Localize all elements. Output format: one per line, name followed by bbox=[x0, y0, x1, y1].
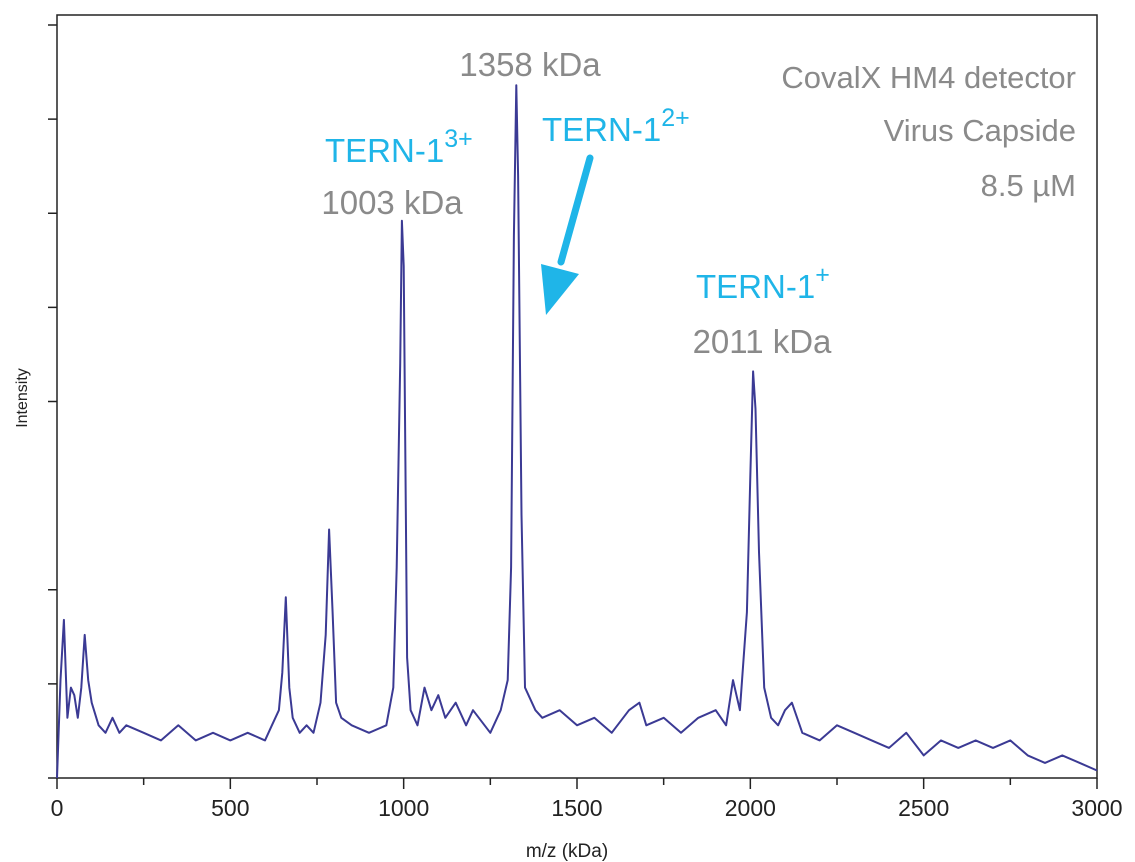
species-label-3plus: TERN-13+ bbox=[325, 125, 473, 169]
series-group bbox=[56, 84, 1098, 779]
arrow-2plus-icon bbox=[541, 154, 594, 315]
x-tick-label: 2500 bbox=[898, 795, 949, 821]
x-tick-label: 500 bbox=[211, 795, 249, 821]
species-label-1plus: TERN-1+ bbox=[696, 261, 830, 305]
info-line-detector: CovalX HM4 detector bbox=[781, 60, 1076, 95]
x-tick-label: 2000 bbox=[725, 795, 776, 821]
species-base-3plus: TERN-1 bbox=[325, 132, 444, 169]
x-axis-ticks: 0 500 1000 1500 2000 2500 3000 bbox=[51, 778, 1123, 821]
x-tick-label: 3000 bbox=[1071, 795, 1122, 821]
x-tick-label: 1500 bbox=[551, 795, 602, 821]
y-axis-ticks bbox=[48, 24, 57, 779]
peak-label-1358: 1358 kDa bbox=[459, 46, 601, 83]
x-tick-label: 1000 bbox=[378, 795, 429, 821]
species-base-2plus: TERN-1 bbox=[542, 111, 661, 148]
x-tick-label: 0 bbox=[51, 795, 64, 821]
peak-label-2011: 2011 kDa bbox=[693, 323, 832, 360]
species-label-2plus: TERN-12+ bbox=[542, 104, 690, 148]
spectrum-line bbox=[56, 84, 1098, 779]
y-axis-label: Intensity bbox=[14, 368, 31, 428]
info-line-sample: Virus Capside bbox=[884, 113, 1076, 148]
x-axis-label: m/z (kDa) bbox=[526, 841, 608, 862]
peak-label-1003: 1003 kDa bbox=[321, 184, 463, 221]
species-charge-2plus: 2+ bbox=[661, 104, 690, 132]
info-line-concentration: 8.5 µM bbox=[981, 168, 1076, 203]
species-charge-3plus: 3+ bbox=[444, 125, 473, 153]
species-charge-1plus: + bbox=[815, 261, 830, 289]
species-base-1plus: TERN-1 bbox=[696, 268, 815, 305]
